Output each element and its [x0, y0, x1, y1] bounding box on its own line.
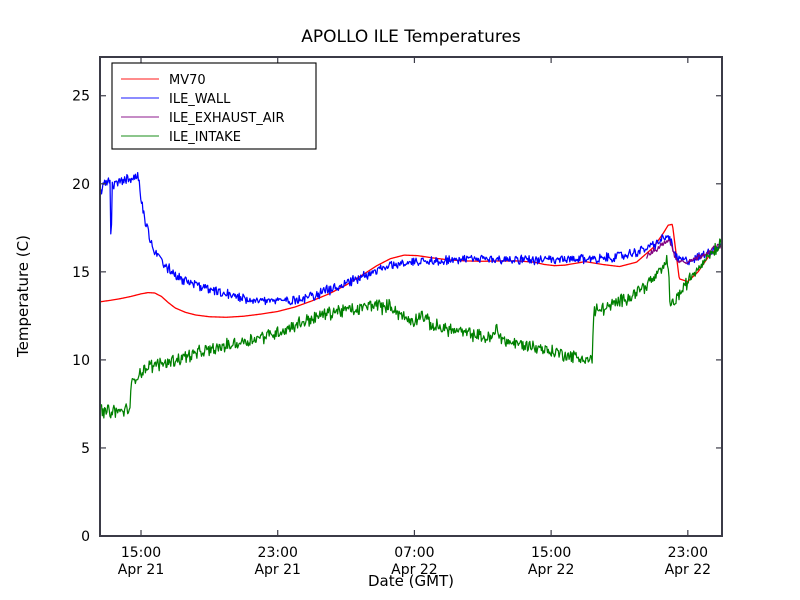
- x-tick-label-date: Apr 22: [391, 562, 437, 578]
- y-tick-label: 15: [72, 265, 90, 281]
- y-tick-label: 25: [72, 89, 90, 105]
- y-tick-label: 10: [72, 353, 90, 369]
- x-tick-label-time: 15:00: [531, 545, 571, 561]
- axes-spines: [99, 56, 723, 537]
- legend-label-ile_wall: ILE_WALL: [169, 92, 231, 107]
- x-tick-label-date: Apr 21: [254, 562, 300, 578]
- series-line-ile_exhaust_air: [646, 239, 722, 265]
- x-tick-label-time: 23:00: [258, 545, 298, 561]
- x-tick-label-date: Apr 21: [118, 562, 164, 578]
- y-tick-label: 20: [72, 177, 90, 193]
- x-tick-label-date: Apr 22: [528, 562, 574, 578]
- legend-label-ile_exhaust_air: ILE_EXHAUST_AIR: [169, 111, 285, 126]
- y-axis-label: Temperature (C): [14, 235, 32, 358]
- legend-label-ile_intake: ILE_INTAKE: [169, 130, 241, 145]
- x-tick-label-time: 15:00: [121, 545, 161, 561]
- chart-title: APOLLO ILE Temperatures: [301, 27, 521, 47]
- x-tick-label-date: Apr 22: [665, 562, 711, 578]
- series-line-ile_wall: [100, 171, 722, 306]
- y-tick-label: 0: [81, 529, 90, 545]
- legend-box: [111, 62, 317, 150]
- x-tick-label-time: 23:00: [668, 545, 708, 561]
- x-tick-label-time: 07:00: [394, 545, 434, 561]
- x-axis-label: Date (GMT): [368, 572, 454, 590]
- legend-label-mv70: MV70: [169, 73, 206, 88]
- series-line-ile_intake: [100, 238, 722, 419]
- y-tick-label: 5: [81, 441, 90, 457]
- chart-legend[interactable]: MV70 ILE_WALL ILE_EXHAUST_AIR ILE_INTAKE: [111, 62, 317, 150]
- plot-area: [100, 171, 722, 419]
- axes-frame: [99, 56, 723, 537]
- series-line-mv70: [100, 223, 722, 318]
